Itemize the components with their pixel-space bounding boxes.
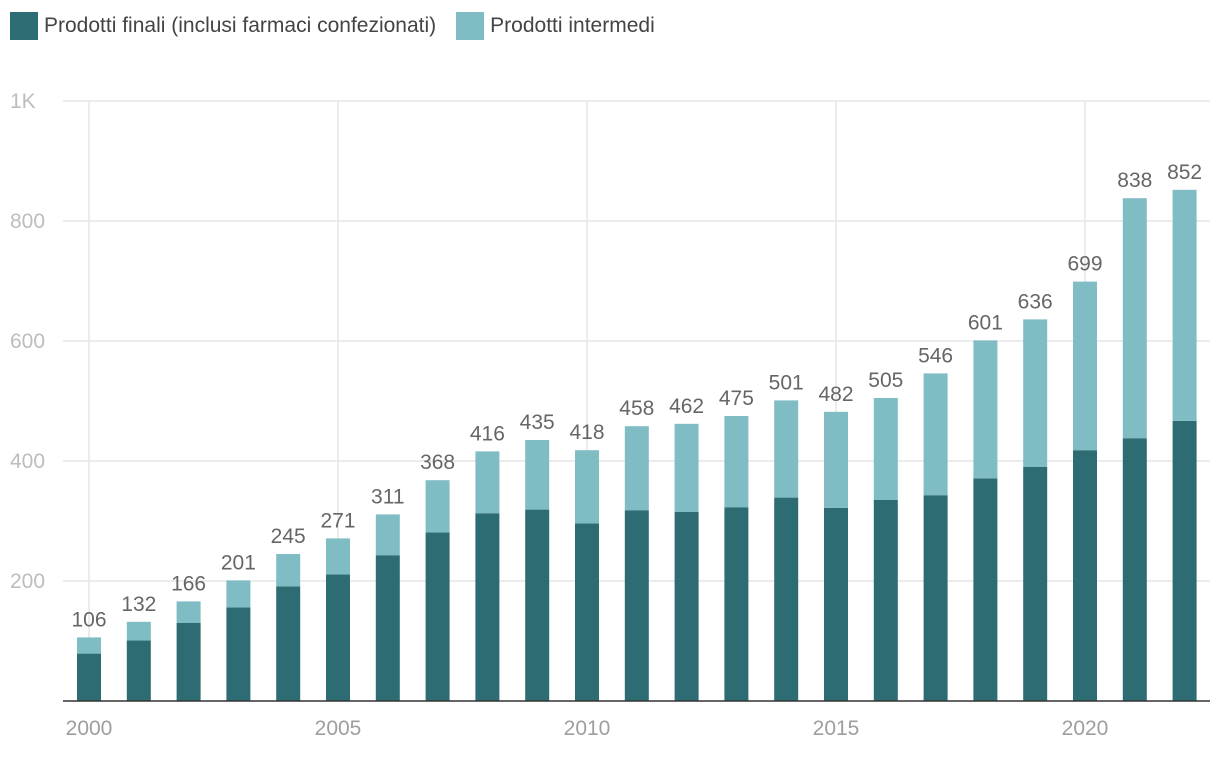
legend-label-intermediate-products: Prodotti intermedi bbox=[490, 14, 655, 37]
bar-segment-final-products bbox=[77, 653, 101, 701]
bar-segment-intermediate-products bbox=[774, 400, 799, 498]
bar-segment-final-products bbox=[1122, 438, 1147, 701]
bar-segment-intermediate-products bbox=[1023, 319, 1048, 467]
bar-segment-intermediate-products bbox=[176, 601, 201, 623]
y-tick-label: 800 bbox=[10, 210, 45, 233]
bar-segment-final-products bbox=[326, 574, 350, 701]
bar-segment-final-products bbox=[973, 478, 998, 701]
bar-segment-final-products bbox=[475, 513, 500, 701]
bar-segment-final-products bbox=[375, 555, 400, 701]
bar-total-label: 418 bbox=[569, 421, 604, 444]
legend-item-final-products: Prodotti finali (inclusi farmaci confezi… bbox=[10, 12, 436, 40]
bar-segment-intermediate-products bbox=[873, 398, 898, 500]
bar-segment-intermediate-products bbox=[575, 450, 599, 524]
bar-segment-final-products bbox=[575, 523, 599, 701]
legend-item-intermediate-products: Prodotti intermedi bbox=[456, 12, 655, 40]
bar-segment-intermediate-products bbox=[525, 440, 550, 510]
legend-swatch-intermediate-products bbox=[456, 12, 485, 40]
y-tick-label: 200 bbox=[10, 570, 45, 593]
bar-total-label: 201 bbox=[221, 551, 256, 574]
bar-total-label: 245 bbox=[271, 525, 306, 548]
bar-total-label: 458 bbox=[619, 397, 654, 420]
bar-segment-intermediate-products bbox=[375, 514, 400, 556]
bar-total-label: 505 bbox=[868, 369, 903, 392]
bar-segment-intermediate-products bbox=[824, 411, 848, 508]
bar-total-label: 368 bbox=[420, 451, 455, 474]
bar-segment-intermediate-products bbox=[326, 538, 350, 575]
bar-segment-intermediate-products bbox=[1122, 198, 1147, 439]
legend-swatch-final-products bbox=[10, 12, 38, 40]
bar-segment-final-products bbox=[276, 586, 301, 701]
x-tick-label: 2010 bbox=[564, 717, 611, 740]
bar-segment-final-products bbox=[824, 507, 848, 701]
bar-segment-intermediate-products bbox=[1073, 281, 1097, 451]
bar-segment-intermediate-products bbox=[674, 423, 699, 512]
bar-segment-final-products bbox=[1172, 420, 1197, 701]
y-tick-label: 400 bbox=[10, 450, 45, 473]
bar-segment-intermediate-products bbox=[425, 480, 450, 533]
bar-total-label: 271 bbox=[320, 509, 355, 532]
bar-total-label: 435 bbox=[520, 411, 555, 434]
bar-segment-intermediate-products bbox=[624, 426, 649, 511]
x-tick-label: 2005 bbox=[315, 717, 362, 740]
bar-segment-final-products bbox=[674, 512, 699, 701]
legend-label-final-products: Prodotti finali (inclusi farmaci confezi… bbox=[44, 14, 437, 37]
bar-segment-intermediate-products bbox=[475, 451, 500, 514]
y-tick-label: 1K bbox=[10, 90, 36, 113]
bar-total-label: 501 bbox=[769, 371, 804, 394]
bar-segment-intermediate-products bbox=[923, 373, 948, 496]
bar-total-label: 462 bbox=[669, 395, 704, 418]
bar-segment-intermediate-products bbox=[724, 416, 749, 508]
bar-segment-final-products bbox=[624, 510, 649, 701]
bar-segment-final-products bbox=[126, 640, 151, 701]
bar-segment-intermediate-products bbox=[126, 621, 151, 641]
bar-segment-intermediate-products bbox=[1172, 189, 1197, 421]
y-tick-label: 600 bbox=[10, 330, 45, 353]
bar-total-label: 636 bbox=[1018, 290, 1053, 313]
bar-total-label: 852 bbox=[1167, 161, 1202, 184]
x-tick-label: 2020 bbox=[1062, 717, 1109, 740]
bar-segment-final-products bbox=[1073, 450, 1097, 701]
bar-total-label: 546 bbox=[918, 344, 953, 367]
bar-segment-final-products bbox=[226, 607, 251, 701]
bar-segment-intermediate-products bbox=[226, 580, 251, 608]
bar-segment-intermediate-products bbox=[77, 637, 101, 654]
bar-segment-final-products bbox=[176, 623, 201, 701]
bar-total-label: 106 bbox=[71, 608, 106, 631]
bar-total-label: 166 bbox=[171, 572, 206, 595]
bar-total-label: 601 bbox=[968, 311, 1003, 334]
bar-segment-final-products bbox=[425, 532, 450, 701]
bar-total-label: 311 bbox=[371, 485, 404, 508]
bar-total-label: 699 bbox=[1067, 253, 1102, 276]
bar-segment-intermediate-products bbox=[973, 340, 998, 479]
x-tick-label: 2015 bbox=[813, 717, 860, 740]
bar-total-label: 838 bbox=[1117, 169, 1152, 192]
bar-total-label: 132 bbox=[121, 593, 156, 616]
bar-segment-final-products bbox=[525, 509, 550, 701]
bar-segment-final-products bbox=[873, 500, 898, 701]
bar-segment-intermediate-products bbox=[276, 554, 301, 587]
bar-segment-final-products bbox=[1023, 467, 1048, 701]
bar-segment-final-products bbox=[774, 497, 799, 701]
chart-legend: Prodotti finali (inclusi farmaci confezi… bbox=[10, 12, 675, 40]
bar-total-label: 416 bbox=[470, 422, 505, 445]
bar-segment-final-products bbox=[724, 507, 749, 701]
bar-total-label: 482 bbox=[818, 383, 853, 406]
bar-total-label: 475 bbox=[719, 387, 754, 410]
x-tick-label: 2000 bbox=[66, 717, 113, 740]
bar-segment-final-products bbox=[923, 495, 948, 701]
